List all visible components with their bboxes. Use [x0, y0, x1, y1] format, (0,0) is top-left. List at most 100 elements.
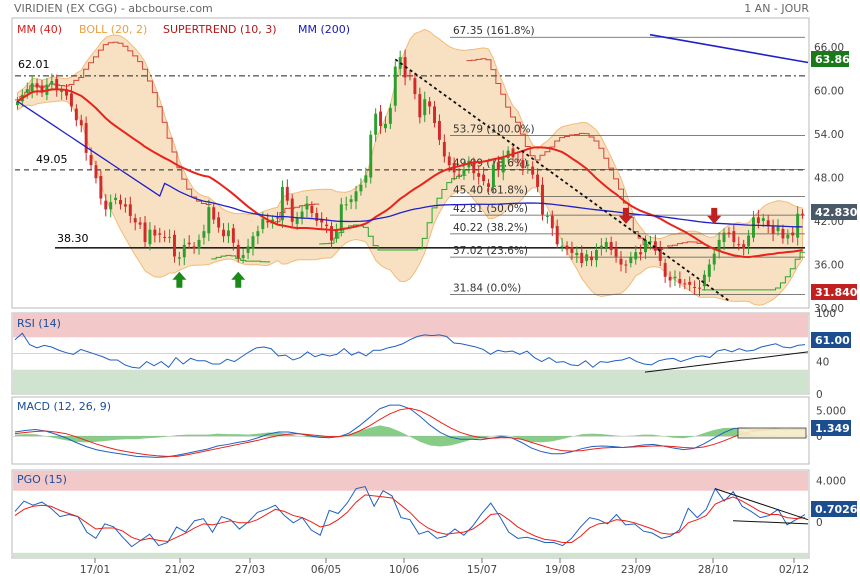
tag-rsi-bg	[811, 332, 851, 348]
candle-body	[212, 207, 216, 220]
fib-label: 45.40 (61.8%)	[453, 184, 528, 196]
candle-body	[698, 287, 701, 289]
candle-body	[168, 236, 172, 238]
candle-body	[653, 241, 657, 251]
supertrend-line	[466, 58, 702, 251]
candle-body	[521, 160, 525, 169]
pgo-layer	[13, 471, 809, 557]
candle-body	[560, 245, 564, 247]
candle-body	[609, 242, 613, 250]
candle-body	[364, 175, 368, 183]
candle-body	[114, 197, 118, 200]
price-tick-label: 54.00	[814, 129, 844, 141]
candle-body	[379, 111, 383, 127]
candle-body	[123, 204, 127, 207]
candle-body	[374, 113, 378, 135]
candle-body	[447, 156, 451, 166]
candle-body	[550, 215, 554, 229]
candle-body	[590, 256, 594, 261]
candle-body	[261, 218, 265, 229]
x-tick-label: 06/05	[311, 564, 341, 576]
candle-body	[271, 219, 275, 223]
candle-body	[545, 215, 549, 217]
candle-body	[354, 191, 358, 202]
candle-body	[226, 230, 230, 237]
candle-body	[717, 239, 721, 252]
candle-body	[688, 281, 692, 285]
candle-body	[349, 199, 353, 203]
candle-body	[30, 83, 34, 92]
candle-body	[241, 255, 245, 258]
macd-panel	[11, 396, 810, 465]
candle-body	[796, 213, 800, 238]
supertrend-line	[211, 254, 271, 263]
tag-macd-bg	[811, 420, 851, 436]
rsi-trendline	[644, 351, 809, 373]
candle-body	[182, 244, 186, 258]
pgo-low-zone	[13, 552, 808, 557]
candle-body	[580, 252, 584, 264]
candle-body	[207, 207, 211, 234]
tag-mm200: 63.86	[815, 53, 850, 66]
tag-last: 42.830	[815, 206, 858, 219]
candle-body	[737, 244, 741, 246]
candle-body	[663, 263, 667, 277]
tag-last-bg	[811, 204, 857, 220]
candle-body	[702, 274, 706, 287]
candle-body	[555, 226, 559, 245]
candle-body	[781, 228, 785, 239]
candle-body	[673, 276, 677, 279]
axes-layer: 30.0036.0042.0048.0054.0060.0066.0017/01…	[80, 42, 846, 576]
candle-body	[487, 183, 490, 187]
candle-body	[369, 134, 373, 178]
candle-body	[305, 203, 309, 210]
period-label: 1 AN - JOUR	[744, 2, 809, 15]
rsi-overbought-zone	[13, 313, 808, 338]
candle-body	[334, 228, 338, 239]
macd-line	[14, 404, 806, 458]
candle-body	[732, 231, 736, 243]
candle-body	[148, 229, 152, 245]
macd-layer	[13, 404, 808, 458]
candle-body	[236, 244, 240, 258]
candle-body	[276, 217, 279, 219]
candle-body	[526, 164, 530, 166]
candle-body	[624, 264, 628, 266]
candle-body	[766, 220, 770, 227]
candle-body	[109, 202, 113, 210]
rsi-title: RSI (14)	[17, 317, 61, 330]
legend-supertrend: SUPERTREND (10, 3)	[163, 23, 277, 36]
candle-body	[629, 257, 633, 264]
fib-label: 40.22 (38.2%)	[453, 222, 528, 234]
fib-label: 42.81 (50.0%)	[453, 203, 528, 215]
candle-body	[506, 150, 510, 158]
candle-body	[74, 108, 78, 121]
arrow-up-icon	[172, 271, 187, 288]
candle-body	[256, 231, 260, 237]
candle-body	[472, 163, 476, 174]
pgo-high-zone	[13, 471, 808, 491]
candle-body	[60, 90, 64, 92]
candle-body	[163, 236, 167, 238]
candle-body	[565, 245, 569, 250]
candle-body	[482, 174, 486, 182]
arrow-down-icon	[707, 207, 722, 224]
candle-body	[496, 162, 500, 171]
x-tick-label: 27/03	[235, 564, 265, 576]
candle-body	[266, 221, 270, 223]
candle-body	[55, 78, 59, 90]
tag-pgo-bg	[811, 501, 857, 517]
candle-body	[536, 174, 540, 187]
candle-body	[128, 204, 132, 216]
candle-body	[614, 247, 618, 257]
downtrend-line	[394, 58, 730, 302]
candle-body	[202, 231, 206, 238]
candle-body	[35, 83, 39, 88]
tag-mm200-bg	[811, 51, 849, 67]
price-tick-label: 30.00	[814, 303, 844, 315]
candle-body	[423, 99, 427, 116]
price-tick-label: 48.00	[814, 173, 844, 185]
candle-body	[756, 217, 760, 224]
candle-body	[771, 226, 775, 234]
candle-body	[25, 89, 29, 93]
